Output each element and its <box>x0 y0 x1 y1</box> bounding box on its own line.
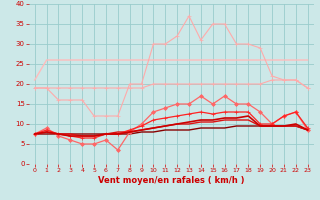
X-axis label: Vent moyen/en rafales ( km/h ): Vent moyen/en rafales ( km/h ) <box>98 176 244 185</box>
